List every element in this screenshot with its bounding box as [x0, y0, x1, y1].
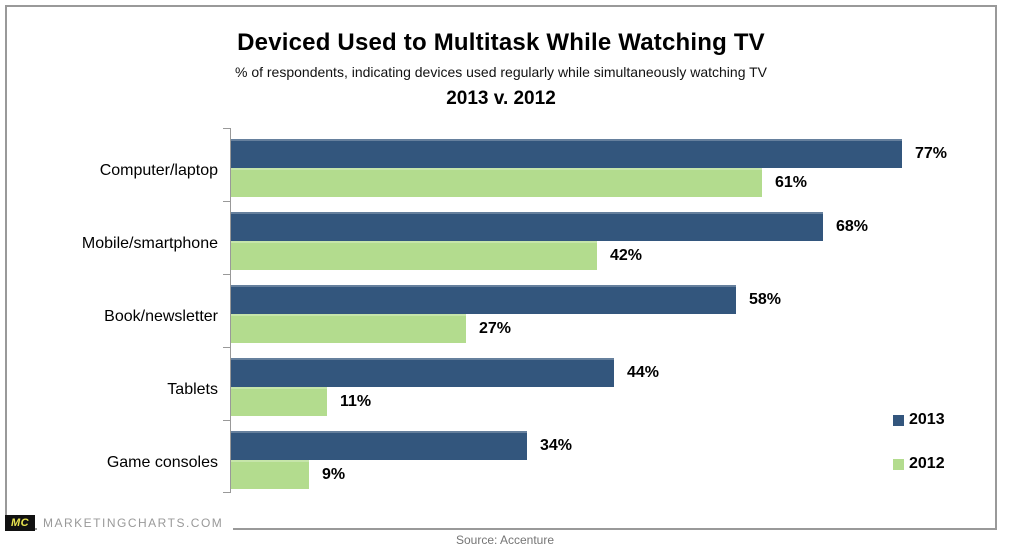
axis-tick: [223, 274, 231, 275]
axis-tick: [223, 347, 231, 348]
value-label-2013-1: 77%: [915, 145, 948, 162]
value-label-2013-3: 58%: [749, 291, 782, 308]
comparison-label: 2013 v. 2012: [446, 88, 556, 109]
legend-item-2012: 2012: [893, 455, 945, 473]
legend-label-2012: 2012: [909, 455, 945, 472]
axis-tick: [223, 201, 231, 202]
marketingcharts-logo: MC: [5, 515, 35, 531]
bar-2012-5: [231, 460, 309, 489]
category-label: Mobile/smartphone: [81, 234, 218, 252]
chart-frame: Deviced Used to Multitask While Watching…: [5, 5, 997, 533]
bar-2012-2: [231, 241, 597, 270]
value-label-2013-2: 68%: [836, 218, 869, 235]
bar-2013-3: [231, 285, 736, 314]
category-label: Tablets: [167, 380, 218, 398]
value-label-2013-4: 44%: [627, 364, 660, 381]
legend-item-2013: 2013: [893, 411, 945, 429]
legend-swatch-2012-icon: [893, 458, 904, 470]
site-name: MARKETINGCHARTS.COM: [37, 513, 234, 533]
axis-tick: [223, 420, 231, 421]
value-label-2012-4: 11%: [340, 393, 372, 410]
category-label: Game consoles: [106, 453, 218, 471]
chart-title: Deviced Used to Multitask While Watching…: [237, 29, 765, 56]
legend-swatch-2013-icon: [893, 414, 904, 426]
value-label-2012-2: 42%: [610, 247, 643, 264]
bar-2012-4: [231, 387, 327, 416]
bar-2013-5: [231, 431, 527, 460]
category-label: Computer/laptop: [99, 161, 218, 179]
bar-2012-1: [231, 168, 762, 197]
bar-2013-1: [231, 139, 902, 168]
axis-tick: [223, 492, 231, 493]
bar-2013-2: [231, 212, 823, 241]
bar-2012-3: [231, 314, 466, 343]
category-labels: Computer/laptop Mobile/smartphone Book/new…: [7, 128, 218, 493]
axis-tick: [223, 128, 231, 129]
source-attribution: Source: Accenture: [455, 533, 555, 547]
category-label: Book/newsletter: [104, 307, 218, 325]
value-label-2012-3: 27%: [479, 320, 512, 337]
legend: 2013 2012: [893, 411, 945, 499]
chart-subtitle: % of respondents, indicating devices use…: [234, 64, 768, 80]
plot-area: 77% 61% 68% 42% 58% 27% 44% 11% 34% 9%: [223, 128, 993, 493]
bar-2013-4: [231, 358, 614, 387]
value-label-2012-1: 61%: [775, 174, 808, 191]
legend-label-2013: 2013: [909, 411, 945, 428]
value-label-2013-5: 34%: [540, 437, 573, 454]
value-label-2012-5: 9%: [322, 466, 346, 483]
